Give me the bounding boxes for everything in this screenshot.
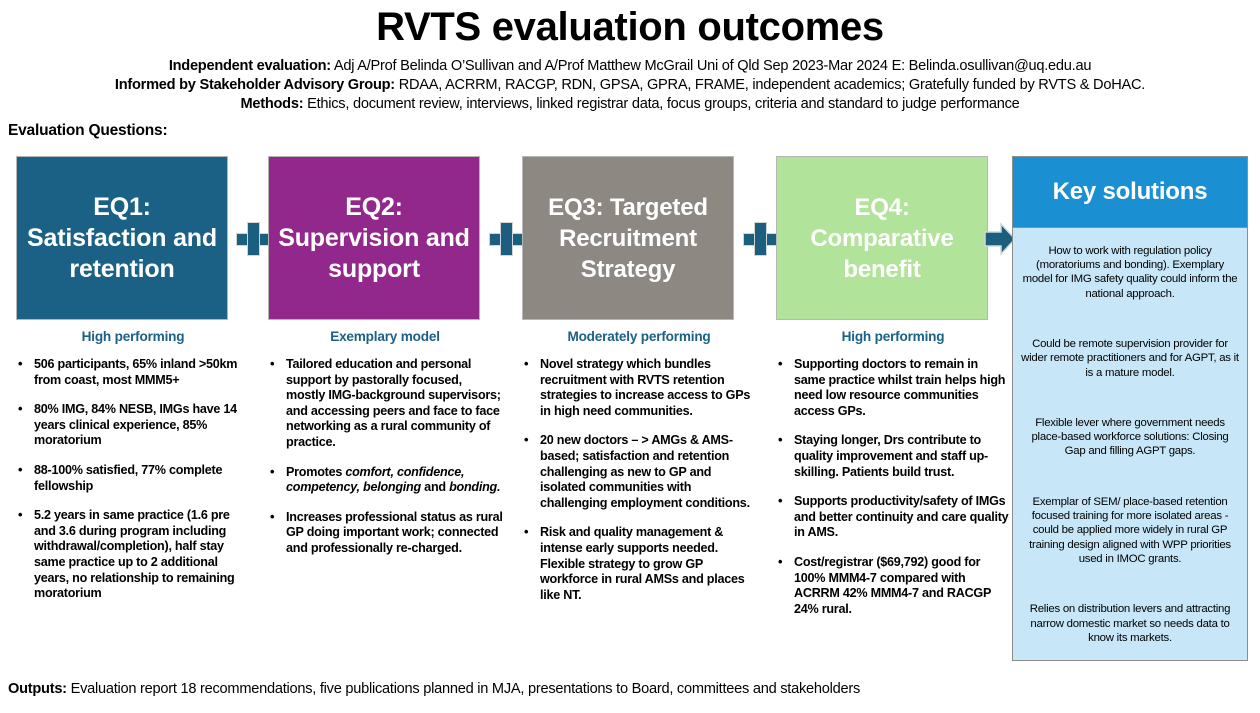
list-item: Risk and quality management & intense ea… — [520, 524, 758, 603]
plus-icon — [489, 222, 523, 256]
outputs-line: Outputs: Evaluation report 18 recommenda… — [8, 680, 860, 699]
meta-line-methods: Methods: Ethics, document review, interv… — [0, 95, 1260, 114]
meta-text: Adj A/Prof Belinda O’Sullivan and A/Prof… — [330, 58, 1092, 74]
findings-column-eq4: High performing Supporting doctors to re… — [774, 329, 1012, 631]
findings-column-eq2: Exemplary model Tailored education and p… — [266, 329, 504, 571]
key-solutions-panel: Key solutions How to work with regulatio… — [1012, 156, 1248, 661]
list-item: 80% IMG, 84% NESB, IMGs have 14 years cl… — [14, 401, 252, 449]
rating-label: Exemplary model — [330, 329, 440, 344]
arrow-right-icon — [984, 222, 1016, 256]
list-item: Supporting doctors to remain in same pra… — [774, 356, 1012, 419]
plus-icon — [743, 222, 777, 256]
meta-text: RDAA, ACRRM, RACGP, RDN, GPSA, GPRA, FRA… — [394, 77, 1146, 93]
findings-bullet-list: Tailored education and personal support … — [266, 356, 504, 557]
meta-text: Ethics, document review, interviews, lin… — [303, 96, 1020, 112]
meta-label: Methods: — [240, 96, 304, 112]
outputs-text: Evaluation report 18 recommendations, fi… — [66, 681, 861, 697]
findings-bullet-list: Novel strategy which bundles recruitment… — [520, 356, 758, 603]
findings-columns: High performing 506 participants, 65% in… — [0, 329, 1009, 659]
list-item: Novel strategy which bundles recruitment… — [520, 356, 758, 419]
list-item: Increases professional status as rural G… — [266, 509, 504, 557]
key-solution-item: Flexible lever where government needs pl… — [1031, 417, 1229, 458]
list-item: 5.2 years in same practice (1.6 pre and … — [14, 507, 252, 602]
evaluation-questions-flow: EQ1: Satisfaction and retention EQ2: Sup… — [0, 154, 1260, 326]
meta-label: Informed by Stakeholder Advisory Group: — [114, 77, 395, 93]
list-item: Tailored education and personal support … — [266, 356, 504, 451]
findings-column-eq3: Moderately performing Novel strategy whi… — [520, 329, 758, 617]
key-solution-item: How to work with regulation policy (mora… — [1022, 245, 1238, 300]
list-item: Cost/registrar ($69,792) good for 100% M… — [774, 554, 1012, 617]
eq1-box[interactable]: EQ1: Satisfaction and retention — [16, 156, 228, 320]
plus-icon — [236, 222, 270, 256]
eq4-box[interactable]: EQ4: Comparative benefit — [776, 156, 988, 320]
list-item: Supports productivity/safety of IMGs and… — [774, 493, 1012, 541]
key-solution-item: Exemplar of SEM/ place-based retention f… — [1029, 496, 1231, 565]
list-item: Promotes comfort, confidence, competency… — [266, 464, 504, 496]
list-item: 506 participants, 65% inland >50km from … — [14, 356, 252, 388]
key-solution-item: Relies on distribution levers and attrac… — [1029, 603, 1231, 644]
rating-label: High performing — [81, 329, 185, 344]
eq2-box[interactable]: EQ2: Supervision and support — [268, 156, 480, 320]
rating-label: High performing — [841, 329, 945, 344]
findings-bullet-list: Supporting doctors to remain in same pra… — [774, 356, 1012, 617]
list-item: 20 new doctors – > AMGs & AMS-based; sat… — [520, 432, 758, 511]
key-solutions-body: How to work with regulation policy (mora… — [1012, 228, 1248, 661]
eq3-box[interactable]: EQ3: Targeted Recruitment Strategy — [522, 156, 734, 320]
list-item: 88-100% satisfied, 77% complete fellowsh… — [14, 462, 252, 494]
meta-line-stakeholder-advisory-group: Informed by Stakeholder Advisory Group: … — [0, 76, 1260, 95]
header-meta-block: Independent evaluation: Adj A/Prof Belin… — [0, 57, 1260, 114]
meta-line-independent-evaluation: Independent evaluation: Adj A/Prof Belin… — [0, 57, 1260, 76]
meta-label: Independent evaluation: — [168, 58, 331, 74]
outputs-label: Outputs: — [8, 681, 67, 697]
list-item: Staying longer, Drs contribute to qualit… — [774, 432, 1012, 480]
key-solutions-title[interactable]: Key solutions — [1012, 156, 1248, 228]
key-solution-item: Could be remote supervision provider for… — [1021, 338, 1239, 379]
rating-label: Moderately performing — [567, 329, 711, 344]
findings-column-eq1: High performing 506 participants, 65% in… — [14, 329, 252, 616]
page-title: RVTS evaluation outcomes — [376, 5, 884, 49]
evaluation-questions-label: Evaluation Questions: — [8, 122, 168, 139]
findings-bullet-list: 506 participants, 65% inland >50km from … — [14, 356, 252, 602]
